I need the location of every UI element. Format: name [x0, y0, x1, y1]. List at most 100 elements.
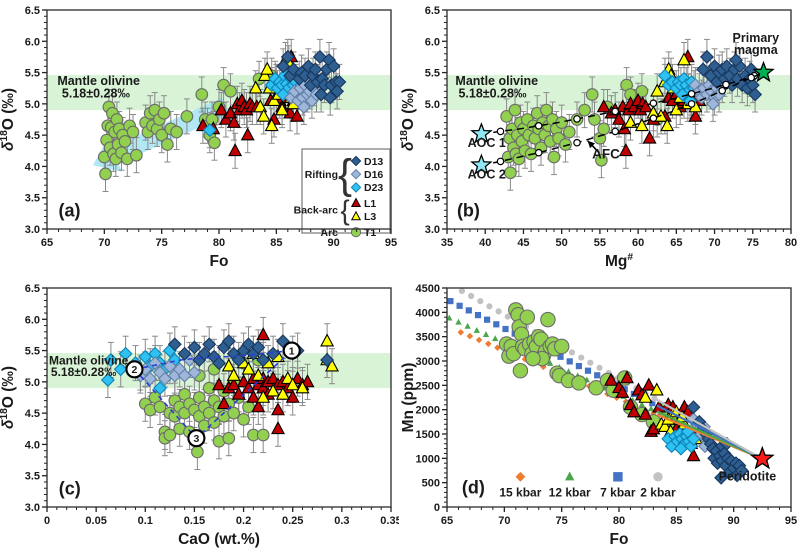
annotation: AOC 1	[468, 136, 506, 150]
y-tick-label: 6.0	[25, 314, 40, 326]
y-tick-label: 2000	[416, 405, 440, 417]
y-tick-label: 3.0	[25, 224, 40, 236]
y-tick-label: 3.0	[425, 224, 440, 236]
afc-curve	[481, 71, 764, 136]
y-tick-label: 6.0	[25, 36, 40, 48]
x-tick-label: 40	[479, 237, 491, 249]
pressure-legend-2-kbar: 2 kbar	[640, 472, 676, 499]
y-axis-title: Mn (ppm)	[400, 363, 417, 433]
y-tick-label: 1000	[416, 453, 440, 465]
x-tick-label: 55	[594, 237, 606, 249]
y-tick-label: 5.0	[425, 99, 440, 111]
reference-star	[470, 122, 493, 144]
x-tick-label: 75	[156, 237, 168, 249]
y-tick-label: 2500	[416, 380, 440, 392]
x-tick-label: 80	[613, 515, 625, 527]
y-tick-label: 5.0	[25, 377, 40, 389]
legend-item-label: T1	[364, 227, 376, 239]
y-axis-title: δ18O (‰)	[0, 88, 17, 151]
annotation: Mantle olivine	[49, 353, 129, 367]
y-tick-label: 4.0	[425, 161, 440, 173]
axes: 65 70 75 80 85 90 95 3.0 3.5 4.0 4.5 5.0 5.5 6.0 6.5 Fo…	[0, 5, 397, 270]
y-tick-label: 5.0	[25, 99, 40, 111]
x-tick-label: 65	[441, 515, 453, 527]
y-tick-label: 6.5	[25, 283, 40, 295]
annotation: AOC 2	[468, 167, 506, 181]
x-tick-label: 75	[556, 515, 568, 527]
x-axis-title: Mg#	[605, 252, 633, 270]
x-tick-label: 90	[328, 237, 340, 249]
circled-number-text: 1	[289, 345, 295, 357]
annotation: 5.18±0.28‰	[458, 87, 527, 101]
x-tick-label: 80	[785, 237, 797, 249]
x-tick-label: 0.3	[334, 515, 349, 527]
y-tick-label: 0	[434, 502, 440, 514]
x-tick-label: 35	[441, 237, 453, 249]
afc-pointer-arrow	[587, 140, 600, 154]
panel-d: 15 kbar 12 kbar 7 kbar 2 kbar Peridotite (d) 6…	[400, 278, 799, 555]
y-tick-label: 6.0	[425, 36, 440, 48]
x-tick-label: 0.2	[236, 515, 251, 527]
y-tick-label: 3.5	[25, 193, 40, 205]
series-D13	[167, 334, 335, 371]
circled-number-text: 3	[193, 433, 199, 445]
y-tick-label: 4.5	[425, 130, 440, 142]
peridotite-star	[749, 445, 775, 470]
x-tick-label: 65	[670, 237, 682, 249]
panel-b: Mantle olivine 5.18±0.28‰ AOC 1 AOC 2 AFC Pri…	[399, 0, 799, 282]
x-tick-label: 0.05	[85, 515, 106, 527]
circled-number-text: 2	[132, 364, 138, 376]
annotation: Mantle olivine	[57, 74, 140, 88]
y-tick-label: 3500	[416, 332, 440, 344]
x-tick-label: 90	[728, 515, 740, 527]
x-tick-label: 95	[785, 515, 797, 527]
x-tick-label: 0.15	[184, 515, 205, 527]
pressure-legend-7-kbar: 7 kbar	[600, 472, 636, 499]
series-D13	[696, 49, 763, 102]
y-tick-label: 5.5	[25, 346, 40, 358]
y-tick-label: 3.5	[25, 471, 40, 483]
legend-item-label: L1	[364, 198, 376, 210]
y-tick-label: 4.5	[25, 130, 40, 142]
annotation: AFC	[592, 146, 620, 161]
panel-d-chart: 15 kbar 12 kbar 7 kbar 2 kbarPeridotite(d)6…	[400, 283, 797, 548]
y-tick-label: 3000	[416, 356, 440, 368]
legend-brace: {	[340, 194, 349, 225]
x-tick-label: 70	[498, 515, 510, 527]
annotation: (a)	[58, 200, 80, 220]
legend-group-label: Back-arc	[294, 205, 339, 217]
pressure-legend-label: 7 kbar	[600, 485, 636, 499]
annotation: magma	[734, 43, 779, 57]
y-tick-label: 6.5	[25, 5, 40, 17]
x-tick-label: 95	[385, 237, 397, 249]
pressure-legend-label: 2 kbar	[640, 485, 676, 499]
series-T1	[498, 302, 685, 435]
y-tick-label: 3.0	[25, 502, 40, 514]
series-D23	[657, 68, 701, 108]
reference-star	[752, 60, 775, 83]
series-D13	[276, 49, 347, 105]
legend-brace: {	[338, 150, 352, 197]
x-axis-title: Fo	[610, 531, 629, 548]
x-tick-label: 75	[747, 237, 759, 249]
y-tick-label: 500	[422, 478, 440, 490]
annotation: Mantle olivine	[455, 74, 538, 88]
afc-curve	[481, 71, 764, 166]
pressure-legend-label: 12 kbar	[549, 485, 591, 499]
y-tick-label: 4500	[416, 283, 440, 295]
y-tick-label: 1500	[416, 429, 440, 441]
circled-number-1: 1	[282, 341, 301, 360]
circled-number-2: 2	[125, 360, 144, 379]
panel-a: Rifting{D13 D16 D23 Back-arc{L1 L3 Arc T1 Mantl…	[0, 0, 399, 282]
x-tick-label: 0	[44, 515, 50, 527]
x-tick-label: 85	[270, 237, 282, 249]
x-tick-label: 50	[556, 237, 568, 249]
x-tick-label: 60	[632, 237, 644, 249]
x-axis-title: CaO (wt.%)	[178, 531, 260, 548]
y-tick-label: 4000	[416, 307, 440, 319]
axes: 0 0.05 0.1 0.15 0.2 0.25 0.3 0.35 3.0 3.5 4.0 4.5 5.…	[0, 283, 402, 548]
pressure-legend-12-kbar: 12 kbar	[549, 471, 591, 499]
x-tick-label: 85	[670, 515, 682, 527]
